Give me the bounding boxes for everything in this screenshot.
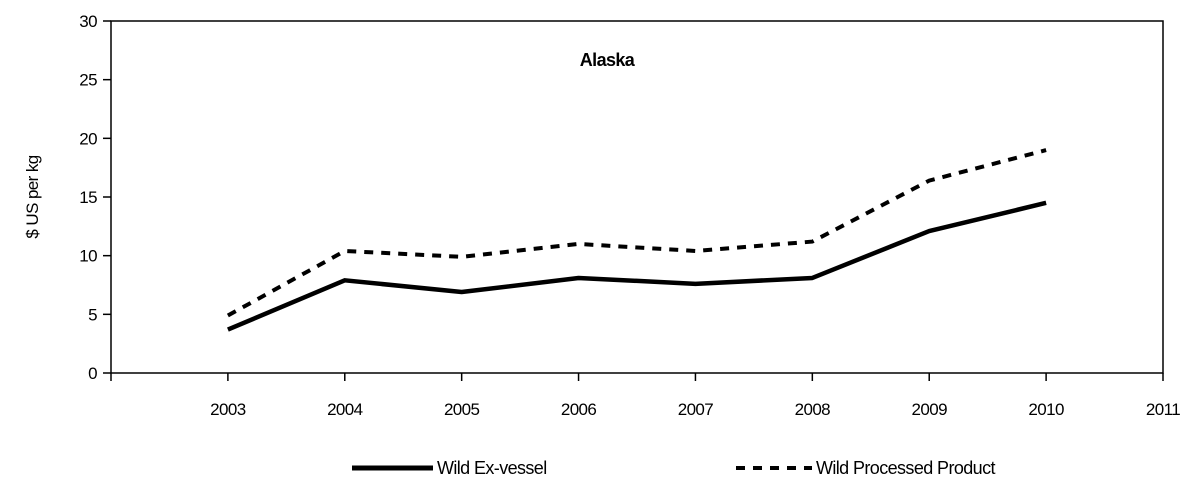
x-tick-label: 2003	[210, 400, 246, 419]
x-axis: 2003 2004 2005 2006 2007 2008 2009 2010 2011	[110, 373, 1181, 419]
y-tick-label: 5	[88, 305, 97, 324]
plot-area	[110, 20, 1164, 374]
x-tick-label: 2006	[561, 400, 597, 419]
series-line-wild-processed-product	[226, 148, 1047, 318]
x-tick-label: 2009	[912, 400, 948, 419]
legend: Wild Ex-vessel Wild Processed Product	[352, 458, 996, 478]
y-tick-label: 10	[79, 247, 97, 266]
y-tick-label: 30	[79, 12, 97, 31]
chart-title: Alaska	[580, 50, 636, 70]
y-axis-label: $ US per kg	[23, 155, 42, 238]
y-axis: 0 5 10 15 20 25 30	[79, 12, 111, 383]
x-tick-label: 2004	[327, 400, 363, 419]
y-tick-label: 20	[79, 129, 97, 148]
y-tick-label: 15	[79, 188, 97, 207]
x-tick-label: 2010	[1028, 400, 1064, 419]
y-tick-label: 25	[79, 71, 97, 90]
series-line-wild-ex-vessel	[227, 200, 1047, 332]
x-tick-label: 2007	[678, 400, 714, 419]
legend-label: Wild Processed Product	[816, 458, 995, 478]
x-tick-label: 2011	[1146, 400, 1180, 419]
plot-border	[110, 20, 1164, 374]
legend-label: Wild Ex-vessel	[437, 458, 547, 478]
y-tick-label: 0	[88, 364, 97, 383]
x-tick-label: 2005	[444, 400, 480, 419]
x-tick-label: 2008	[795, 400, 831, 419]
series-layer	[226, 148, 1047, 332]
